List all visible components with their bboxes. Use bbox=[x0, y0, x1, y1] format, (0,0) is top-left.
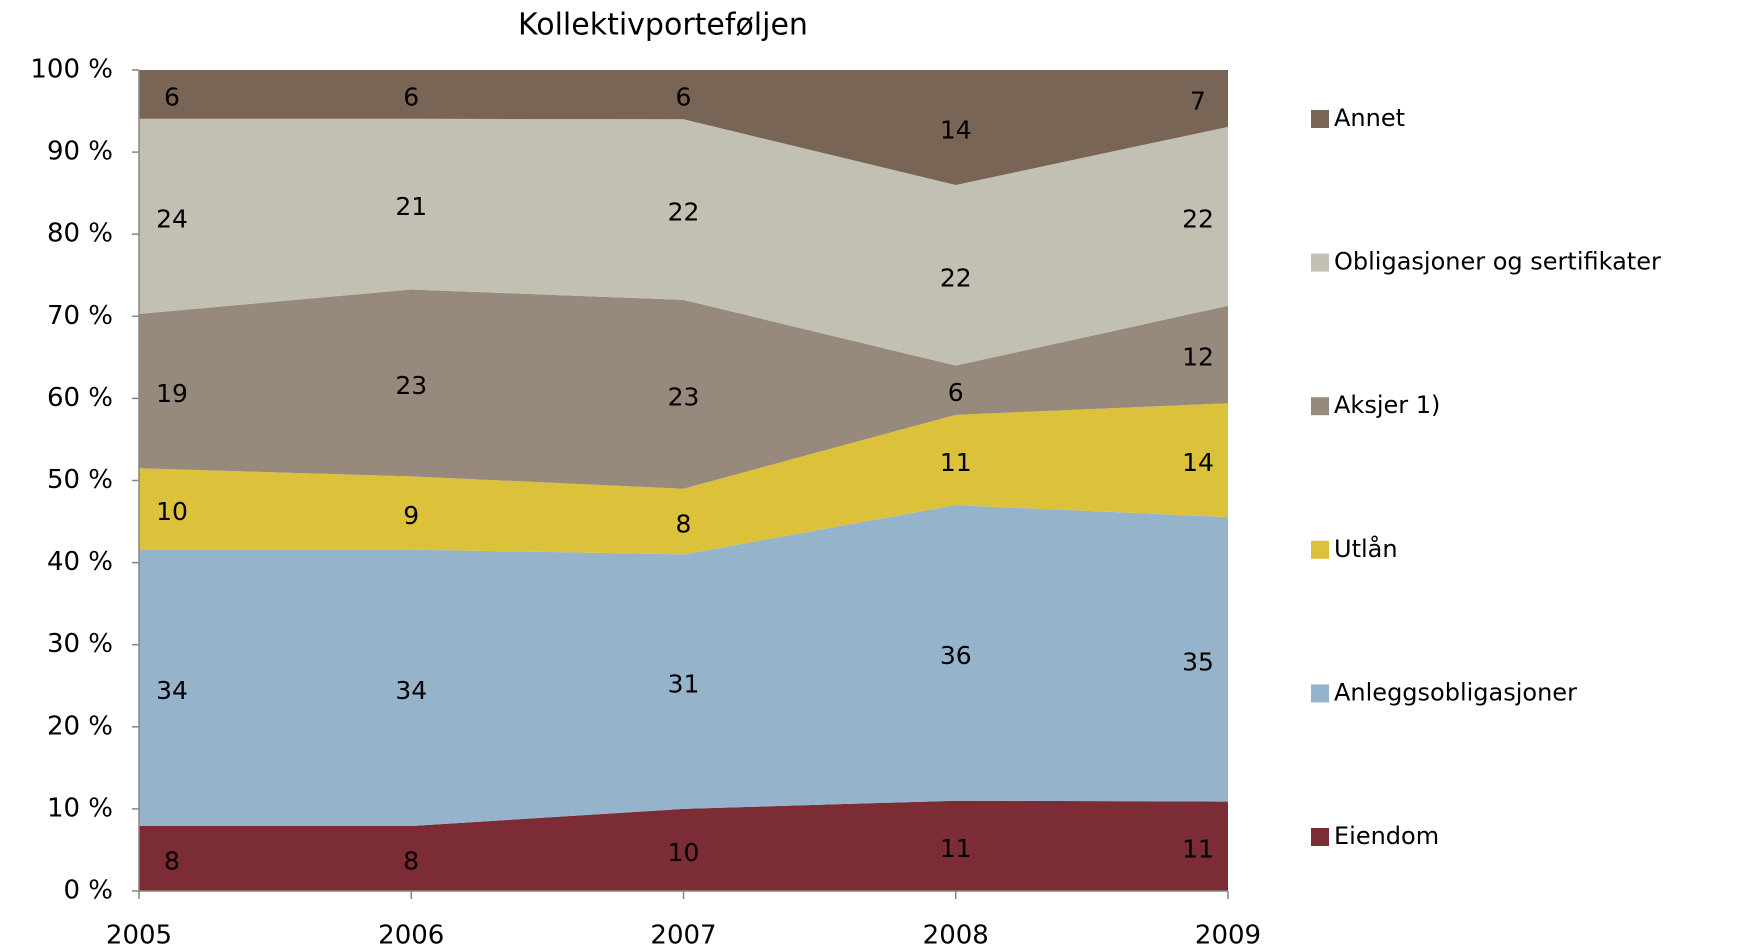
x-tick-label: 2005 bbox=[106, 921, 172, 949]
data-label: 21 bbox=[395, 192, 427, 221]
data-label: 22 bbox=[1182, 204, 1214, 233]
data-label: 34 bbox=[156, 676, 188, 705]
data-label: 11 bbox=[1182, 834, 1214, 863]
y-tick-label: 40 % bbox=[47, 547, 113, 577]
legend-label: Eiendom bbox=[1334, 822, 1439, 850]
data-label: 23 bbox=[395, 371, 427, 400]
data-label: 12 bbox=[1182, 343, 1214, 372]
legend-swatch bbox=[1311, 828, 1329, 846]
area bbox=[139, 800, 1228, 891]
legend-label: Annet bbox=[1334, 104, 1405, 132]
area bbox=[139, 118, 1228, 366]
y-tick-label: 0 % bbox=[63, 876, 113, 906]
y-tick-label: 70 % bbox=[47, 301, 113, 331]
legend-swatch bbox=[1311, 110, 1329, 128]
area bbox=[139, 70, 1228, 185]
data-label: 8 bbox=[676, 510, 692, 539]
y-tick-label: 20 % bbox=[47, 711, 113, 741]
area bbox=[139, 289, 1228, 489]
data-label: 7 bbox=[1190, 86, 1206, 115]
x-tick-label: 2009 bbox=[1195, 921, 1261, 949]
y-tick-label: 10 % bbox=[47, 793, 113, 823]
y-tick-label: 60 % bbox=[47, 383, 113, 413]
data-label: 11 bbox=[940, 834, 972, 863]
data-label: 8 bbox=[164, 846, 180, 875]
data-label: 6 bbox=[403, 82, 419, 111]
data-label: 11 bbox=[940, 448, 972, 477]
data-label: 8 bbox=[403, 846, 419, 875]
data-label: 23 bbox=[668, 382, 700, 411]
legend-label: Aksjer 1) bbox=[1334, 391, 1440, 419]
legend-swatch bbox=[1311, 253, 1329, 272]
legend-swatch bbox=[1311, 540, 1329, 559]
legend-label: Utlån bbox=[1334, 534, 1398, 563]
x-tick-label: 2006 bbox=[378, 921, 444, 949]
data-label: 31 bbox=[668, 670, 700, 699]
area bbox=[139, 505, 1228, 826]
legend-swatch bbox=[1311, 397, 1329, 416]
data-label: 24 bbox=[156, 204, 188, 233]
chart-title: Kollektivporteføljen bbox=[518, 8, 808, 43]
data-label: 34 bbox=[395, 676, 427, 705]
data-label: 6 bbox=[164, 82, 180, 111]
data-label: 10 bbox=[668, 838, 700, 867]
data-label: 9 bbox=[403, 501, 419, 530]
data-label: 22 bbox=[668, 198, 700, 227]
data-label: 14 bbox=[1182, 448, 1214, 477]
x-tick-label: 2008 bbox=[923, 921, 989, 949]
legend-label: Obligasjoner og sertifikater bbox=[1334, 248, 1661, 276]
y-tick-label: 90 % bbox=[47, 137, 113, 167]
area bbox=[139, 403, 1228, 555]
y-tick-label: 50 % bbox=[47, 465, 113, 495]
data-label: 22 bbox=[940, 263, 972, 292]
data-label: 6 bbox=[948, 378, 964, 407]
data-label: 35 bbox=[1182, 647, 1214, 676]
legend-swatch bbox=[1311, 684, 1329, 703]
y-tick-label: 100 % bbox=[30, 55, 113, 85]
data-label: 36 bbox=[940, 641, 972, 670]
data-label: 6 bbox=[676, 83, 692, 112]
data-label: 14 bbox=[940, 115, 972, 144]
legend-label: Anleggsobligasjoner bbox=[1334, 678, 1577, 706]
data-label: 10 bbox=[156, 497, 188, 526]
x-tick-label: 2007 bbox=[650, 921, 716, 949]
data-label: 19 bbox=[156, 379, 188, 408]
y-tick-label: 30 % bbox=[47, 629, 113, 659]
y-tick-label: 80 % bbox=[47, 219, 113, 249]
